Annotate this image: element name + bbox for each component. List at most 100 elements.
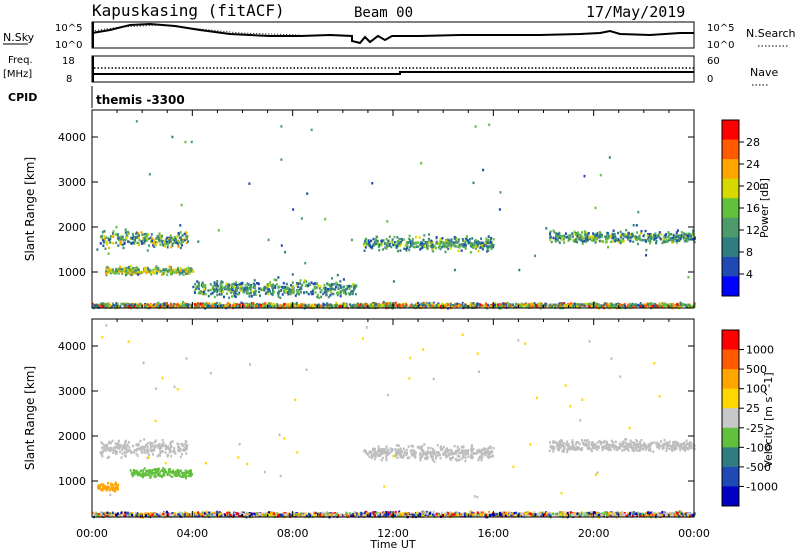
scatter-cell xyxy=(365,304,368,307)
scatter-cell xyxy=(549,238,551,242)
scatter-cell xyxy=(176,468,179,472)
scatter-cell xyxy=(155,272,158,275)
scatter-cell xyxy=(307,284,310,288)
scatter-cell xyxy=(586,233,589,236)
scatter-cell xyxy=(629,239,632,243)
colorbar-segment xyxy=(722,120,739,141)
scatter-cell xyxy=(272,305,275,309)
scatter-cell xyxy=(403,302,406,306)
scatter-cell xyxy=(601,448,604,452)
scatter-cell xyxy=(305,291,308,294)
scatter-cell xyxy=(149,471,152,474)
scatter-cell xyxy=(432,455,434,458)
scatter-cell xyxy=(480,237,483,240)
scatter-cell xyxy=(422,243,425,246)
scatter-cell xyxy=(160,239,163,242)
scatter-cell xyxy=(371,246,374,250)
scatter-cell xyxy=(124,304,127,307)
scatter-cell xyxy=(365,450,368,453)
scatter-cell xyxy=(96,303,99,307)
scatter-cell xyxy=(640,439,643,442)
scatter-cell xyxy=(95,303,98,306)
scatter-cell xyxy=(424,241,427,244)
scatter-cell xyxy=(367,451,370,455)
scatter-cell xyxy=(138,305,141,308)
scatter-cell xyxy=(653,235,656,239)
scatter-cell xyxy=(591,446,594,449)
scatter-cell xyxy=(217,511,220,514)
scatter-cell xyxy=(225,287,228,291)
scatter-cell xyxy=(144,239,147,243)
colorbar-tick-label: 8 xyxy=(746,246,753,259)
scatter-cell xyxy=(336,283,339,287)
scatter-cell xyxy=(135,231,138,234)
scatter-cell xyxy=(567,239,570,242)
scatter-cell xyxy=(607,446,610,449)
scatter-cell xyxy=(661,444,664,448)
scatter-cell xyxy=(389,305,392,308)
scatter-cell xyxy=(270,284,273,287)
scatter-cell xyxy=(576,446,579,449)
scatter-cell xyxy=(101,442,104,446)
scatter-cell xyxy=(478,305,481,308)
scatter-cell xyxy=(435,242,438,245)
scatter-cell xyxy=(101,234,104,238)
scatter-cell xyxy=(156,473,159,477)
scatter-cell xyxy=(343,305,346,309)
scatter-cell xyxy=(173,451,176,454)
scatter-cell xyxy=(646,445,649,448)
scatter-cell xyxy=(314,303,317,307)
scatter-cell xyxy=(439,305,442,308)
scatter-cell xyxy=(600,441,603,444)
scatter-cell xyxy=(551,305,554,308)
scatter-cell xyxy=(374,447,376,451)
scatter-cell xyxy=(486,239,489,242)
scatter-cell xyxy=(319,290,322,294)
scatter-cell xyxy=(263,288,266,291)
scatter-cell xyxy=(184,471,187,475)
scatter-cell xyxy=(326,302,328,305)
scatter-cell xyxy=(534,304,537,307)
scatter-cell xyxy=(456,245,459,248)
scatter-cell xyxy=(168,468,170,471)
colorbar-segment xyxy=(722,159,739,180)
scatter-cell xyxy=(296,285,299,289)
scatter-cell xyxy=(662,302,665,306)
scatter-cell xyxy=(388,451,391,455)
scatter-cell xyxy=(448,457,451,460)
scatter-cell xyxy=(188,471,191,475)
scatter-cell xyxy=(146,446,149,449)
scatter-cell xyxy=(636,440,639,443)
scatter-cell xyxy=(142,446,145,450)
scatter-cell xyxy=(607,303,610,306)
scatter-cell xyxy=(323,283,326,287)
scatter-cell xyxy=(462,239,465,243)
scatter-cell xyxy=(218,302,221,305)
scatter-cell xyxy=(115,225,118,229)
scatter-cell xyxy=(472,302,475,305)
scatter-cell xyxy=(487,456,490,459)
scatter-cell xyxy=(109,441,112,445)
scatter-cell xyxy=(461,304,464,307)
scatter-cell xyxy=(342,302,345,306)
scatter-cell xyxy=(121,235,124,239)
scatter-cell xyxy=(676,441,679,445)
scatter-cell xyxy=(133,303,136,306)
scatter-cell xyxy=(160,269,163,273)
scatter-cell xyxy=(637,210,640,214)
scatter-cell xyxy=(223,306,226,309)
scatter-cell xyxy=(105,273,108,277)
scatter-cell xyxy=(619,234,622,237)
scatter-cell xyxy=(653,233,656,237)
scatter-cell xyxy=(648,233,651,236)
scatter-cell xyxy=(471,456,474,459)
scatter-cell xyxy=(99,487,102,491)
scatter-cell xyxy=(154,439,157,442)
scatter-cell xyxy=(577,446,580,449)
scatter-cell xyxy=(417,245,420,248)
scatter-cell xyxy=(502,302,505,305)
scatter-cell xyxy=(395,245,398,248)
scatter-cell xyxy=(406,246,409,249)
scatter-cell xyxy=(266,288,269,292)
scatter-cell xyxy=(636,449,639,452)
